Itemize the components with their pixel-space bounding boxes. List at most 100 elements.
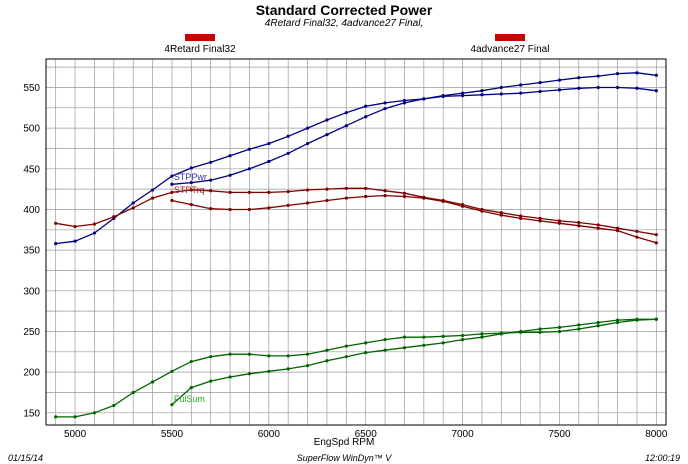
data-point xyxy=(557,325,562,329)
legend-swatch xyxy=(185,34,215,41)
series-line-stptrq xyxy=(55,187,657,236)
data-point xyxy=(286,151,290,155)
data-point xyxy=(654,317,658,321)
data-point xyxy=(92,411,97,415)
data-point xyxy=(189,385,193,390)
data-point xyxy=(150,380,155,384)
data-point xyxy=(577,220,581,225)
data-point xyxy=(209,178,213,182)
data-point xyxy=(402,98,407,103)
data-point xyxy=(460,94,465,98)
data-point xyxy=(615,72,620,76)
data-point xyxy=(460,91,465,95)
data-point xyxy=(344,344,348,348)
data-point xyxy=(209,189,213,193)
data-point xyxy=(499,213,503,217)
data-point xyxy=(422,343,426,347)
x-axis-ticks: 5000 5500 6000 6500 7000 7500 8000 xyxy=(64,429,668,440)
data-point xyxy=(228,190,232,194)
data-point xyxy=(577,323,581,327)
data-point xyxy=(441,341,445,345)
data-point xyxy=(538,80,542,85)
data-point xyxy=(422,97,426,101)
data-point xyxy=(538,89,542,94)
data-point xyxy=(325,198,329,203)
data-point xyxy=(325,348,329,352)
data-point xyxy=(325,133,329,137)
legend-swatch xyxy=(495,34,525,41)
data-point xyxy=(73,239,77,243)
x-tick-label: 6500 xyxy=(355,429,378,440)
data-point xyxy=(73,224,77,229)
data-point xyxy=(54,242,58,246)
x-tick-label: 7000 xyxy=(451,429,474,440)
data-point xyxy=(247,147,252,151)
series-label: STPPwr xyxy=(174,172,207,182)
y-tick-label: 200 xyxy=(23,368,40,379)
data-point xyxy=(344,111,348,115)
data-point xyxy=(402,346,407,350)
data-point xyxy=(267,141,271,146)
data-point xyxy=(305,141,310,146)
data-point xyxy=(131,390,135,395)
data-point xyxy=(538,216,542,221)
data-point xyxy=(344,355,348,359)
data-point xyxy=(383,101,387,105)
y-tick-label: 250 xyxy=(23,327,40,338)
data-point xyxy=(402,194,407,199)
footer-time: 12:00:19 xyxy=(645,453,680,463)
y-tick-label: 150 xyxy=(23,408,40,419)
data-point xyxy=(189,181,193,185)
data-point xyxy=(557,329,562,334)
data-point xyxy=(519,91,523,95)
data-point xyxy=(170,198,174,203)
data-point xyxy=(267,354,271,358)
data-point xyxy=(305,126,310,130)
data-point xyxy=(247,190,252,194)
data-point xyxy=(654,73,658,77)
data-point xyxy=(247,352,252,356)
data-point xyxy=(131,201,135,205)
data-point xyxy=(228,207,232,212)
data-point xyxy=(209,379,213,383)
data-point xyxy=(654,89,658,93)
data-point xyxy=(325,359,329,363)
data-point xyxy=(596,74,600,78)
y-tick-label: 500 xyxy=(23,124,40,135)
data-point xyxy=(480,93,484,97)
x-tick-label: 7500 xyxy=(548,429,571,440)
data-point xyxy=(344,196,348,200)
grid xyxy=(46,59,666,425)
series-line-fulsum xyxy=(171,318,657,406)
data-point xyxy=(286,354,290,358)
data-point xyxy=(286,189,290,194)
data-point xyxy=(615,320,620,325)
y-tick-label: 550 xyxy=(23,83,40,94)
data-point xyxy=(170,174,174,178)
data-point xyxy=(344,186,348,190)
data-point xyxy=(92,222,97,226)
data-point xyxy=(267,159,271,164)
legend: 4Retard Final32 4advance27 Final xyxy=(164,34,549,55)
data-point xyxy=(519,329,523,334)
series-line-fulsum xyxy=(55,318,657,418)
data-point xyxy=(267,190,271,194)
data-point xyxy=(654,233,658,237)
data-point xyxy=(402,335,407,339)
data-point xyxy=(422,196,426,200)
data-point xyxy=(596,320,600,325)
y-tick-label: 450 xyxy=(23,164,40,175)
data-point xyxy=(305,188,310,192)
data-point xyxy=(267,206,271,210)
data-point xyxy=(286,134,290,138)
data-point xyxy=(189,188,193,192)
data-point xyxy=(499,92,503,96)
data-point xyxy=(480,209,484,213)
data-point xyxy=(112,403,116,408)
data-point xyxy=(383,348,387,352)
data-point xyxy=(189,359,193,364)
legend-label: 4Retard Final32 xyxy=(164,44,236,55)
data-point xyxy=(635,86,639,90)
plot-area xyxy=(46,59,666,425)
